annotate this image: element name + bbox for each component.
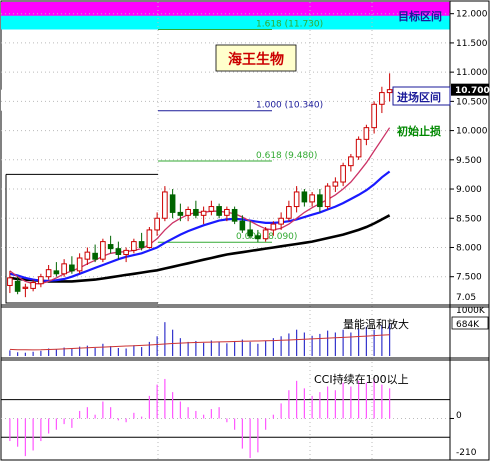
price-tick-label: 8.500: [456, 214, 482, 224]
candle-body: [386, 89, 393, 94]
candle-body: [371, 103, 377, 129]
fib-label: 1.000 (10.340): [256, 101, 323, 111]
candle-body: [107, 244, 114, 250]
candle-body: [262, 229, 269, 240]
fib-label: 1.618 (11.730): [256, 19, 323, 29]
grid-lines: [1, 2, 450, 460]
candle-body: [45, 269, 52, 278]
candle-body: [255, 235, 261, 240]
cci-note: CCI持续在100以上: [314, 372, 409, 386]
price-tick-label: 10.000: [456, 127, 488, 137]
title-box: [215, 44, 297, 72]
candle-body: [84, 251, 91, 260]
candle-body: [363, 127, 370, 140]
candle-body: [7, 277, 13, 286]
candle-body: [301, 191, 308, 203]
price-tick-label: 9.000: [456, 185, 482, 195]
candle-body: [200, 210, 207, 216]
volume-tick-label: 1000K: [456, 306, 486, 316]
candle-body: [123, 249, 129, 255]
candle-body: [355, 138, 362, 158]
candle-body: [30, 282, 36, 289]
last-price-box: [451, 83, 489, 96]
candles: [7, 73, 393, 298]
volume-last-label: 684K: [456, 320, 480, 330]
candle-body: [286, 206, 292, 219]
ma-long-line: [9, 214, 391, 283]
ma-mid-line: [9, 170, 391, 282]
candle-body: [53, 270, 60, 275]
cci-min-label: -210: [456, 448, 477, 458]
candle-body: [324, 185, 331, 208]
candle-body: [115, 248, 122, 255]
candle-body: [92, 252, 98, 260]
price-tick-label: 11.000: [456, 68, 488, 78]
entry-zone-label: 进场区间: [397, 90, 441, 104]
candle-body: [14, 280, 21, 292]
price-tick-label: 11.500: [456, 39, 488, 49]
volume-bars: [9, 322, 391, 356]
zone-bands: [1, 2, 450, 111]
price-tick-label: 8.000: [456, 243, 482, 253]
candle-body: [154, 217, 160, 231]
price-tick-label: 12.000: [456, 10, 488, 20]
candle-body: [131, 241, 137, 251]
candle-body: [239, 220, 246, 231]
candle-body: [193, 208, 199, 216]
candle-body: [208, 206, 215, 212]
entry-zone-band: [1, 89, 450, 111]
volume-note: 量能温和放大: [343, 317, 409, 331]
price-tick-label: 7.500: [456, 273, 482, 283]
candle-body: [22, 286, 29, 289]
candle-body: [185, 208, 191, 216]
price-bottom-label: 7.05: [456, 293, 476, 303]
initial-stop-label: 初始止损: [397, 124, 441, 138]
candle-body: [309, 194, 315, 203]
price-axis: 12.000 11.500 11.000 10.500 10.000 9.500 9.000…: [450, 10, 490, 303]
volume-last-box: [451, 316, 489, 330]
target-zone-label: 目标区间: [398, 9, 442, 23]
target-zone-band-lower: [1, 15, 450, 30]
candle-body: [340, 165, 346, 183]
candle-body: [293, 191, 300, 208]
candle-body: [317, 194, 323, 208]
candle-body: [146, 229, 153, 248]
swing-low-line: [5, 174, 158, 304]
candle-body: [69, 264, 75, 272]
candle-body: [100, 241, 106, 260]
candle-body: [278, 217, 284, 225]
chart-title: 海王生物: [228, 51, 284, 68]
candle-body: [231, 208, 238, 222]
price-tick-label: 9.500: [456, 156, 482, 166]
volume-ma-line: [9, 334, 390, 351]
swing-box: [5, 173, 158, 304]
candle-body: [38, 276, 44, 285]
candle-body: [247, 229, 253, 237]
candle-body: [270, 223, 277, 231]
fib-label: 0.618 (9.480): [256, 151, 317, 161]
entry-zone-box: [392, 86, 451, 106]
candle-body: [162, 191, 168, 219]
candle-body: [332, 181, 339, 187]
cci-bars: [1, 378, 454, 458]
candle-body: [379, 92, 385, 105]
candle-body: [61, 263, 67, 275]
candle-body: [138, 241, 145, 248]
candle-body: [348, 156, 354, 167]
price-tick-label: 10.500: [456, 97, 488, 107]
candle-body: [216, 206, 222, 216]
candle-body: [169, 194, 176, 213]
cci-zero-label: 0: [456, 411, 462, 421]
candle-body: [177, 211, 184, 216]
candle-body: [76, 257, 83, 272]
candle-body: [224, 208, 230, 216]
last-price-label: 10.700: [455, 86, 490, 96]
